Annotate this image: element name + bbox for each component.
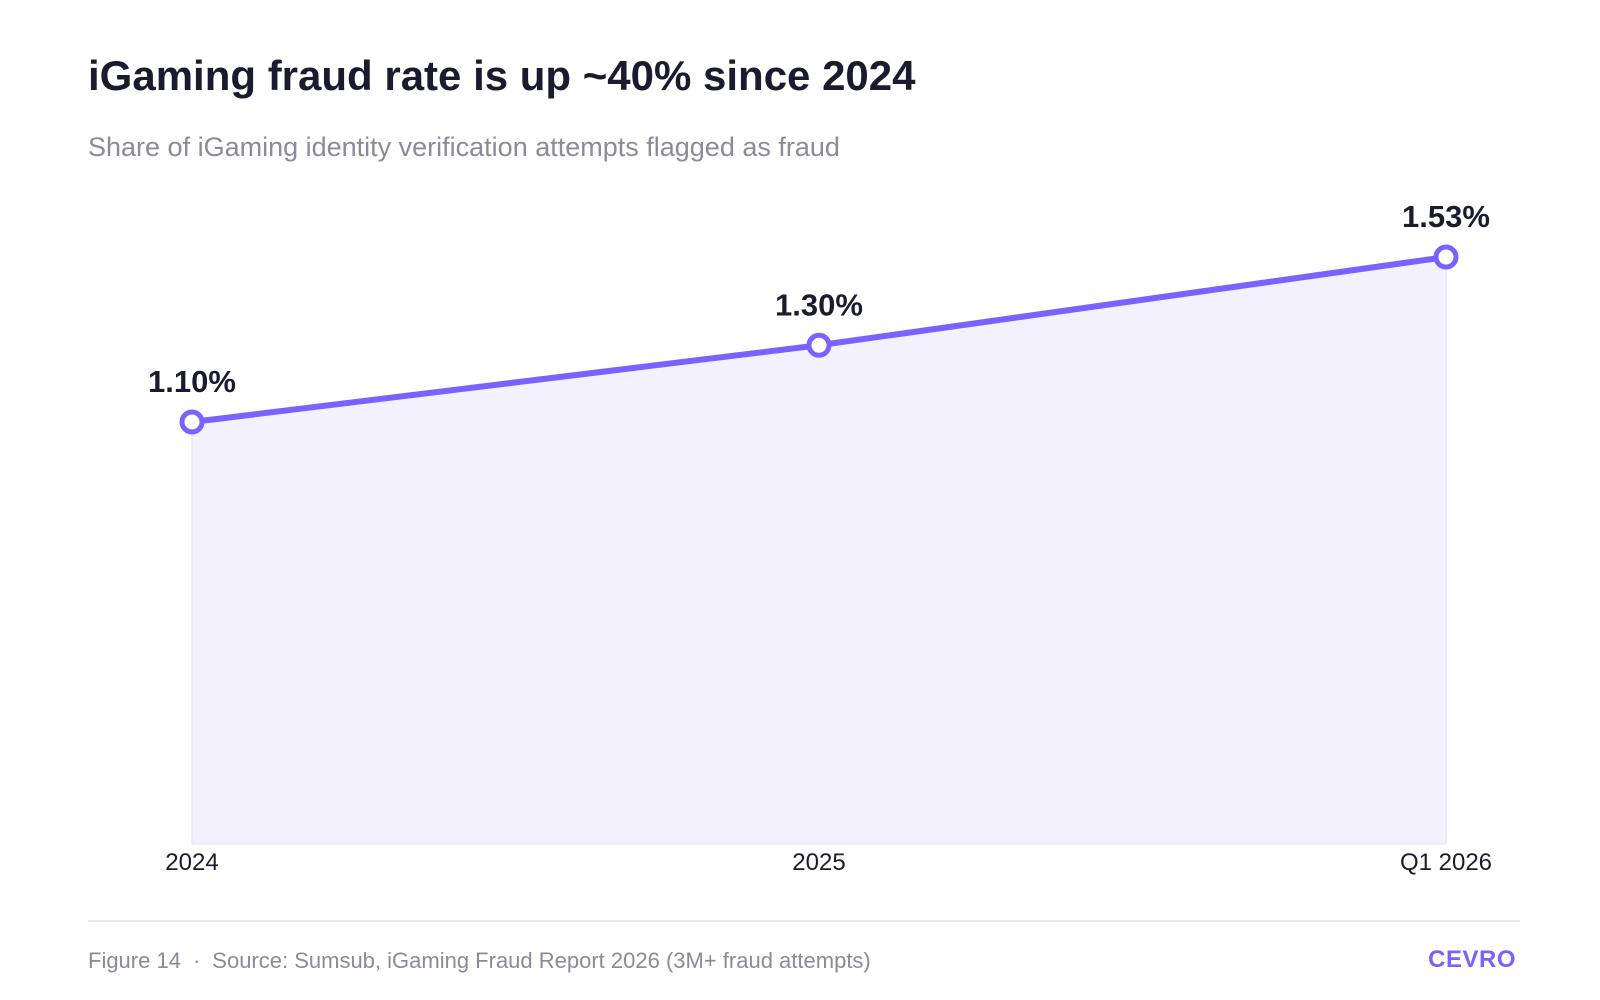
source-text: Source: Sumsub, iGaming Fraud Report 202… (212, 948, 871, 973)
label-layer: 1.10% 1.30% 1.53% (148, 199, 1490, 399)
chart-subtitle: Share of iGaming identity verification a… (88, 132, 840, 162)
data-label: 1.30% (775, 287, 863, 322)
figure-label: Figure 14 (88, 948, 181, 973)
footer-source: Figure 14 · Source: Sumsub, iGaming Fraud … (88, 948, 871, 974)
data-point (1433, 244, 1459, 270)
chart-title: iGaming fraud rate is up ~40% since 2024 (88, 52, 916, 99)
data-label: 1.10% (148, 364, 236, 399)
x-tick-label: 2024 (165, 849, 218, 876)
data-point (179, 409, 205, 435)
footer-divider (88, 920, 1520, 922)
x-tick-label: Q1 2026 (1400, 849, 1492, 876)
footer-separator: · (192, 948, 201, 973)
brand-logo: CEVRO (1428, 946, 1516, 973)
data-point (806, 332, 832, 358)
x-tick-label: 2025 (792, 849, 845, 876)
tick-layer: 2024 2025 Q1 2026 (165, 849, 1492, 876)
point-layer (179, 244, 1459, 435)
data-label: 1.53% (1402, 199, 1490, 234)
